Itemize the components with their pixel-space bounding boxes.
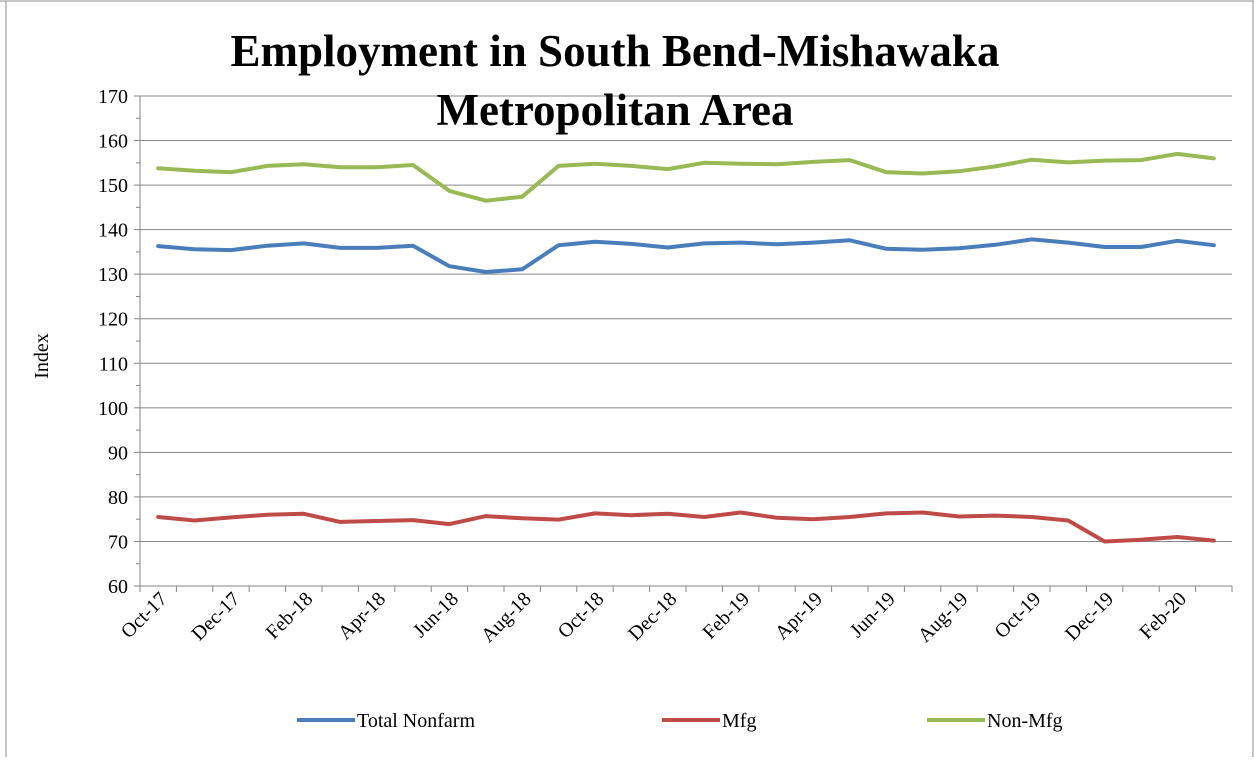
y-tick-label: 60	[108, 576, 128, 598]
series-line-non-mfg	[156, 151, 1216, 203]
y-tick-label: 100	[98, 398, 128, 420]
legend-item-non-mfg: Non-Mfg	[927, 710, 1063, 732]
gridlines	[140, 95, 1232, 542]
y-tick-label: 80	[108, 487, 128, 509]
x-tick-label: Dec-19	[1061, 588, 1118, 645]
x-tick-label: Aug-19	[914, 588, 973, 647]
x-tick-label: Feb-20	[1135, 588, 1191, 644]
x-tick-label: Oct-19	[991, 588, 1046, 643]
legend-item-total-nonfarm: Total Nonfarm	[297, 710, 475, 732]
legend-label: Non-Mfg	[987, 710, 1063, 732]
legend-label: Total Nonfarm	[357, 710, 475, 732]
y-tick-label: 70	[108, 531, 128, 553]
legend: Total Nonfarm Mfg Non-Mfg	[297, 710, 1063, 732]
x-tick-label: Oct-18	[554, 588, 609, 643]
x-tick-label: Apr-18	[334, 588, 390, 644]
axes	[134, 95, 1233, 592]
chart-title-line-2: Metropolitan Area	[436, 85, 793, 135]
x-tick-label: Feb-19	[699, 588, 755, 644]
legend-item-mfg: Mfg	[662, 710, 756, 732]
chart-title-line-1: Employment in South Bend-Mishawaka	[231, 26, 1000, 76]
series-line-total-nonfarm	[156, 237, 1216, 274]
x-tick-labels: Oct-17 Dec-17 Feb-18 Apr-18 Jun-18 Aug-18 Oct-…	[117, 588, 1191, 647]
x-tick-label: Aug-18	[477, 588, 536, 647]
y-tick-label: 110	[99, 353, 128, 375]
x-tick-label: Dec-18	[624, 588, 681, 645]
y-tick-label: 150	[98, 175, 128, 197]
series-line-mfg	[156, 510, 1216, 544]
x-tick-label: Dec-17	[187, 588, 244, 645]
series-lines	[156, 151, 1216, 544]
y-tick-label: 130	[98, 264, 128, 286]
y-tick-label: 170	[98, 86, 128, 108]
y-tick-label: 120	[98, 309, 128, 331]
x-tick-label: Jun-18	[409, 588, 463, 642]
y-tick-label: 90	[108, 442, 128, 464]
x-tick-label: Apr-19	[771, 588, 827, 644]
x-tick-label: Feb-18	[262, 588, 318, 644]
x-tick-label: Jun-19	[846, 588, 900, 642]
y-tick-labels: 60 70 80 90 100 110 120 130 140 150 160 170	[98, 86, 128, 598]
y-tick-label: 140	[98, 220, 128, 242]
y-axis-label: Index	[31, 333, 53, 379]
legend-label: Mfg	[722, 710, 756, 732]
y-tick-label: 160	[98, 131, 128, 153]
